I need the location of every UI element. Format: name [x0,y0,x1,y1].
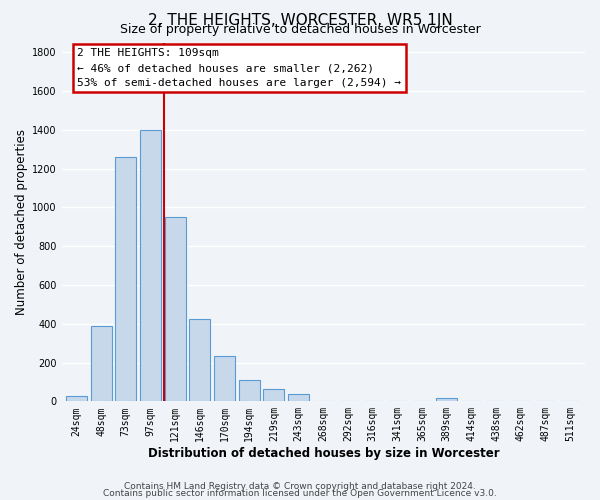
Text: Contains public sector information licensed under the Open Government Licence v3: Contains public sector information licen… [103,490,497,498]
Bar [239,380,260,402]
Bar [288,394,309,402]
X-axis label: Distribution of detached houses by size in Worcester: Distribution of detached houses by size … [148,447,499,460]
Text: Contains HM Land Registry data © Crown copyright and database right 2024.: Contains HM Land Registry data © Crown c… [124,482,476,491]
Bar [66,396,87,402]
Bar [436,398,457,402]
Bar [91,326,112,402]
Text: 2 THE HEIGHTS: 109sqm
← 46% of detached houses are smaller (2,262)
53% of semi-d: 2 THE HEIGHTS: 109sqm ← 46% of detached … [77,48,401,88]
Bar [140,130,161,402]
Bar [214,356,235,402]
Bar [190,319,211,402]
Text: 2, THE HEIGHTS, WORCESTER, WR5 1JN: 2, THE HEIGHTS, WORCESTER, WR5 1JN [148,12,452,28]
Text: Size of property relative to detached houses in Worcester: Size of property relative to detached ho… [119,22,481,36]
Bar [165,217,186,402]
Bar [263,388,284,402]
Y-axis label: Number of detached properties: Number of detached properties [15,129,28,315]
Bar [115,157,136,402]
